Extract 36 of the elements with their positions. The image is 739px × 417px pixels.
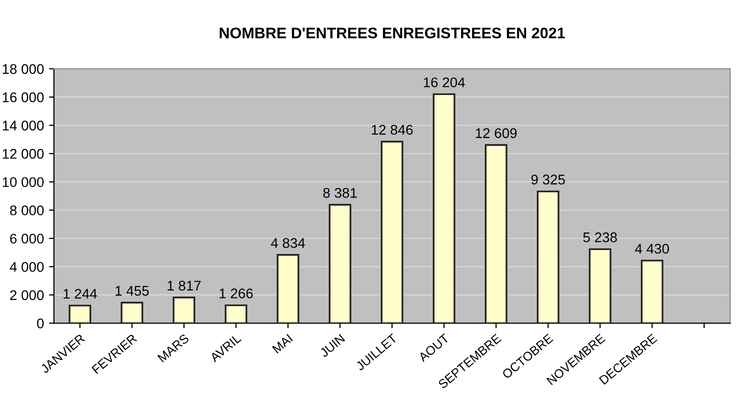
y-tick-label: 4 000 xyxy=(10,262,44,272)
data-label: 16 204 xyxy=(424,77,465,88)
y-tick-label: 8 000 xyxy=(10,205,44,216)
bar xyxy=(276,254,300,324)
data-label: 1 455 xyxy=(116,286,149,296)
data-label: 1 817 xyxy=(168,280,201,291)
y-tick-label: 0 xyxy=(37,318,44,328)
x-tick-label: MAI xyxy=(272,334,293,354)
data-label: 1 244 xyxy=(64,288,97,299)
y-tick-label: 12 000 xyxy=(2,148,44,159)
y-tick-label: 6 000 xyxy=(10,234,44,244)
bar xyxy=(432,93,456,324)
data-label: 12 846 xyxy=(372,124,413,135)
data-label: 4 834 xyxy=(270,238,305,248)
bar xyxy=(380,140,404,324)
y-tick-label: 14 000 xyxy=(2,120,44,130)
bar xyxy=(120,302,144,324)
chart-title: NOMBRE D'ENTREES ENREGISTREES EN 2021 xyxy=(220,28,565,38)
y-tick-label: 16 000 xyxy=(2,92,44,102)
data-label: 8 381 xyxy=(323,188,357,198)
y-tick-label: 10 000 xyxy=(2,177,44,188)
bar xyxy=(484,144,508,324)
bar xyxy=(328,204,352,324)
y-tick-label: 2 000 xyxy=(10,290,44,300)
data-label: 9 325 xyxy=(531,174,565,184)
bar xyxy=(536,190,560,324)
data-label: 4 430 xyxy=(635,244,669,254)
data-label: 12 609 xyxy=(476,128,517,138)
bar xyxy=(224,304,248,324)
bar xyxy=(68,304,92,324)
bar xyxy=(640,260,664,324)
data-label: 1 266 xyxy=(220,288,253,298)
data-label: 5 238 xyxy=(583,232,617,242)
y-tick-label: 18 000 xyxy=(2,64,44,74)
bar xyxy=(588,248,612,324)
bar xyxy=(172,296,196,324)
